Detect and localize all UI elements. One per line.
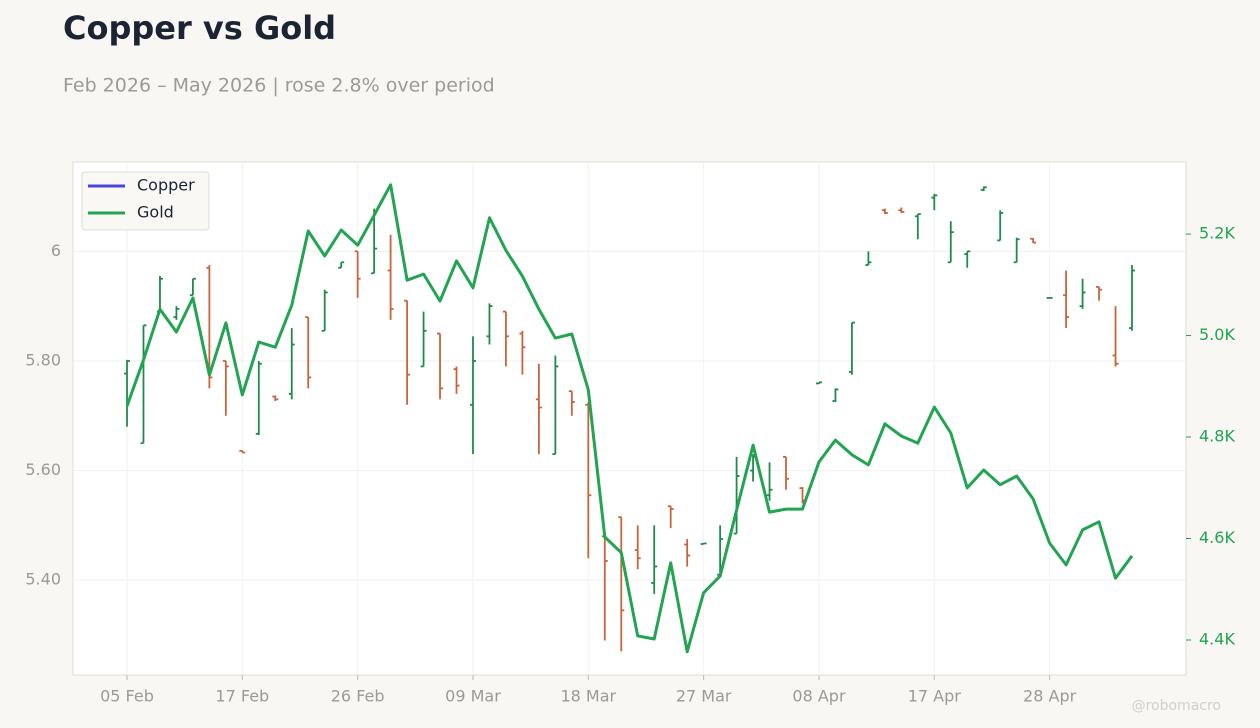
legend-label: Gold [137,203,174,222]
x-tick-label: 18 Mar [560,687,616,706]
x-tick-label: 27 Mar [676,687,732,706]
y-tick-label: 5.40 [25,570,61,589]
watermark: @robomacro [1132,698,1221,714]
chart-title: Copper vs Gold [63,9,336,47]
y-tick-label: 6 [51,241,61,260]
y2-tick-label: 5.0K [1199,325,1235,344]
x-tick-label: 08 Apr [792,687,846,706]
x-tick-label: 17 Feb [215,687,269,706]
x-tick-label: 05 Feb [100,687,154,706]
x-tick-label: 09 Mar [445,687,501,706]
line-series [125,183,1134,654]
y2-tick-label: 4.4K [1199,629,1235,648]
chart-subtitle: Feb 2026 – May 2026 | rose 2.8% over per… [63,75,495,97]
legend-label: Copper [137,176,195,195]
x-tick-label: 28 Apr [1023,687,1077,706]
y2-tick-label: 4.8K [1199,427,1235,446]
x-tick-label: 17 Apr [908,687,962,706]
y-tick-label: 5.80 [25,350,61,369]
y-tick-label: 5.60 [25,460,61,479]
y2-tick-label: 4.6K [1199,528,1235,547]
y2-tick-label: 5.2K [1199,224,1235,243]
x-tick-label: 26 Feb [331,687,385,706]
